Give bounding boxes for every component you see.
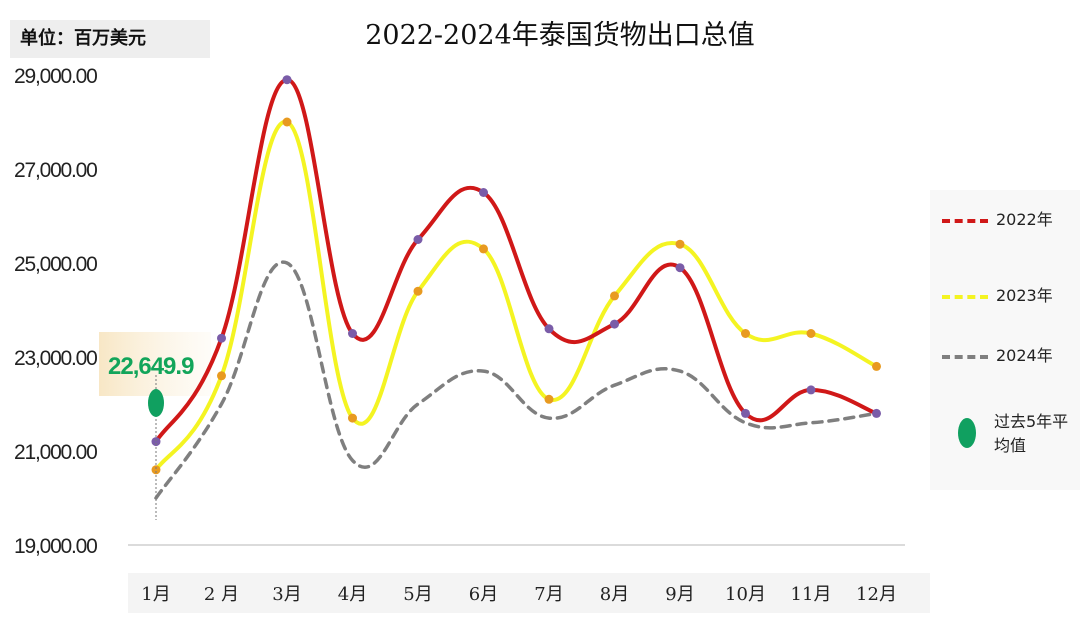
- legend-swatch-2023: [942, 295, 988, 299]
- data-point-2022: [151, 437, 161, 447]
- average-point: [148, 389, 164, 417]
- data-point-2023: [741, 329, 750, 338]
- average-label-box: [99, 332, 211, 396]
- average-value-label: 22,649.9: [108, 353, 194, 380]
- data-point-2023: [610, 291, 619, 301]
- data-point-2023: [544, 394, 554, 404]
- y-tick-label: 29,000.00: [14, 65, 97, 88]
- legend-label-2024: 2024年: [996, 346, 1053, 365]
- data-point-2023: [479, 244, 488, 254]
- legend-label-2022: 2022年: [996, 210, 1053, 229]
- y-tick-label: 23,000.00: [14, 347, 97, 370]
- data-point-2023: [282, 117, 292, 127]
- data-point-2023: [348, 413, 357, 423]
- legend-swatch-2022: [942, 219, 988, 223]
- x-tick-label: 8月: [600, 584, 629, 605]
- x-tick-label: 3月: [272, 584, 301, 605]
- legend: 2022年 2023年 2024年 过去5年平均值: [930, 190, 1080, 490]
- data-point-2022: [479, 188, 488, 197]
- data-point-2023: [675, 239, 685, 249]
- y-tick-label: 25,000.00: [14, 253, 97, 276]
- data-point-2022: [872, 408, 881, 418]
- data-point-2022: [806, 385, 816, 395]
- x-tick-label: 5月: [403, 584, 432, 605]
- legend-label-2023: 2023年: [996, 286, 1053, 305]
- x-tick-label: 4月: [338, 584, 367, 605]
- data-point-2022: [217, 333, 226, 343]
- y-tick-label: 21,000.00: [14, 441, 97, 464]
- data-point-2023: [217, 371, 226, 381]
- x-tick-label: 10月: [725, 584, 766, 605]
- legend-swatch-2024: [942, 355, 988, 359]
- data-point-2022: [675, 263, 685, 273]
- data-point-2023: [413, 286, 423, 296]
- data-point-2023: [872, 361, 881, 371]
- data-point-2023: [151, 465, 161, 475]
- series-line-2024: [154, 260, 879, 500]
- data-point-2022: [413, 235, 423, 244]
- x-tick-label: 12月: [856, 584, 897, 605]
- x-tick-label: 7月: [534, 584, 563, 605]
- data-point-2022: [610, 319, 619, 329]
- legend-label-average: 过去5年平均值: [994, 412, 1069, 455]
- x-tick-label: 9月: [665, 584, 694, 605]
- data-point-2023: [806, 329, 816, 338]
- unit-label: 单位：百万美元: [10, 20, 210, 58]
- x-axis-label-bar: [128, 573, 930, 613]
- data-point-2022: [348, 329, 357, 338]
- x-tick-label: 11月: [791, 584, 832, 605]
- y-tick-label: 19,000.00: [14, 535, 97, 558]
- legend-average-dot: [958, 418, 976, 448]
- x-tick-label: 2 月: [204, 584, 239, 605]
- y-tick-label: 27,000.00: [14, 159, 97, 182]
- data-point-2022: [544, 324, 554, 334]
- x-tick-label: 6月: [469, 584, 498, 605]
- data-point-2022: [741, 408, 750, 418]
- x-tick-label: 1月: [141, 584, 170, 605]
- series-line-2023: [154, 119, 879, 472]
- chart-title: 2022-2024年泰国货物出口总值: [365, 20, 755, 51]
- data-point-2022: [282, 75, 292, 85]
